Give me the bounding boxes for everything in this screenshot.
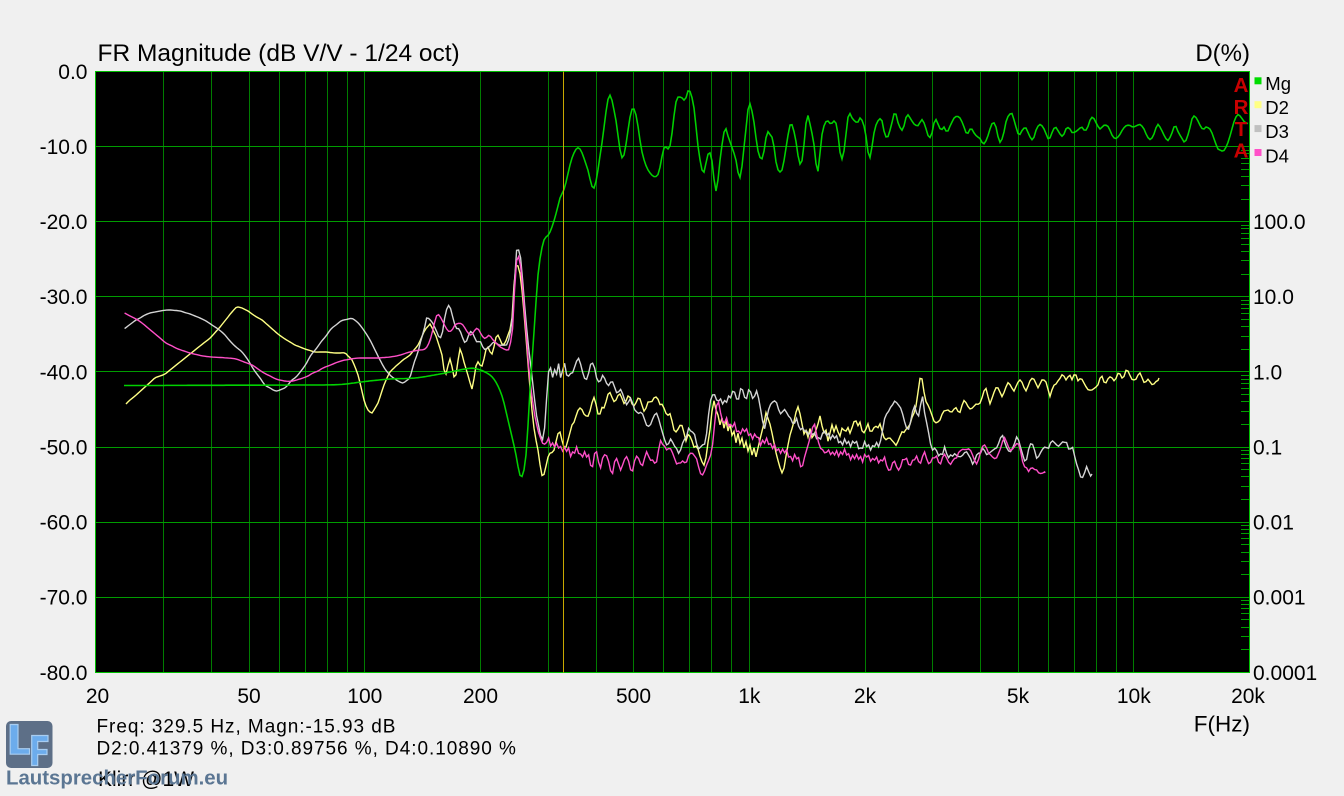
- svg-text:2k: 2k: [854, 685, 877, 708]
- svg-text:D2:0.41379 %, D3:0.89756 %, D4: D2:0.41379 %, D3:0.89756 %, D4:0.10890 %: [97, 738, 517, 759]
- svg-text:-10.0: -10.0: [40, 136, 88, 159]
- svg-text:D3: D3: [1265, 121, 1289, 142]
- svg-text:0.001: 0.001: [1253, 587, 1306, 610]
- svg-text:A: A: [1234, 74, 1249, 97]
- svg-text:Freq: 329.5 Hz, Magn:-15.93 dB: Freq: 329.5 Hz, Magn:-15.93 dB: [97, 716, 397, 737]
- svg-text:-20.0: -20.0: [40, 211, 88, 234]
- svg-text:50: 50: [237, 685, 260, 708]
- svg-text:-40.0: -40.0: [40, 361, 88, 384]
- svg-text:5k: 5k: [1007, 685, 1030, 708]
- svg-text:100: 100: [347, 685, 382, 708]
- svg-text:Klirr @1W: Klirr @1W: [98, 768, 194, 791]
- svg-text:0.01: 0.01: [1253, 512, 1294, 535]
- svg-text:-70.0: -70.0: [40, 587, 88, 610]
- svg-text:T: T: [1235, 118, 1248, 141]
- svg-text:1.0: 1.0: [1253, 361, 1282, 384]
- svg-text:FR Magnitude (dB V/V - 1/24 oc: FR Magnitude (dB V/V - 1/24 oct): [98, 40, 460, 67]
- svg-text:20: 20: [86, 685, 109, 708]
- svg-text:A: A: [1234, 140, 1249, 163]
- svg-text:F(Hz): F(Hz): [1194, 712, 1250, 737]
- svg-text:200: 200: [463, 685, 498, 708]
- svg-text:100.0: 100.0: [1253, 211, 1306, 234]
- svg-text:-80.0: -80.0: [40, 662, 88, 685]
- svg-text:-30.0: -30.0: [40, 286, 88, 309]
- svg-text:R: R: [1234, 96, 1249, 119]
- svg-text:D4: D4: [1265, 145, 1289, 166]
- svg-text:20k: 20k: [1231, 685, 1265, 708]
- svg-text:10k: 10k: [1117, 685, 1151, 708]
- svg-text:0.0: 0.0: [58, 61, 87, 84]
- svg-text:-50.0: -50.0: [40, 437, 88, 460]
- svg-text:0.0001: 0.0001: [1253, 662, 1317, 685]
- svg-text:10.0: 10.0: [1253, 286, 1294, 309]
- svg-text:500: 500: [616, 685, 651, 708]
- svg-text:Mg: Mg: [1265, 73, 1291, 94]
- svg-text:D2: D2: [1265, 97, 1289, 118]
- svg-text:LautsprecherForum.eu: LautsprecherForum.eu: [6, 767, 228, 789]
- svg-text:-60.0: -60.0: [40, 512, 88, 535]
- svg-text:1k: 1k: [738, 685, 761, 708]
- svg-text:D(%): D(%): [1195, 40, 1250, 67]
- svg-text:0.1: 0.1: [1253, 437, 1282, 460]
